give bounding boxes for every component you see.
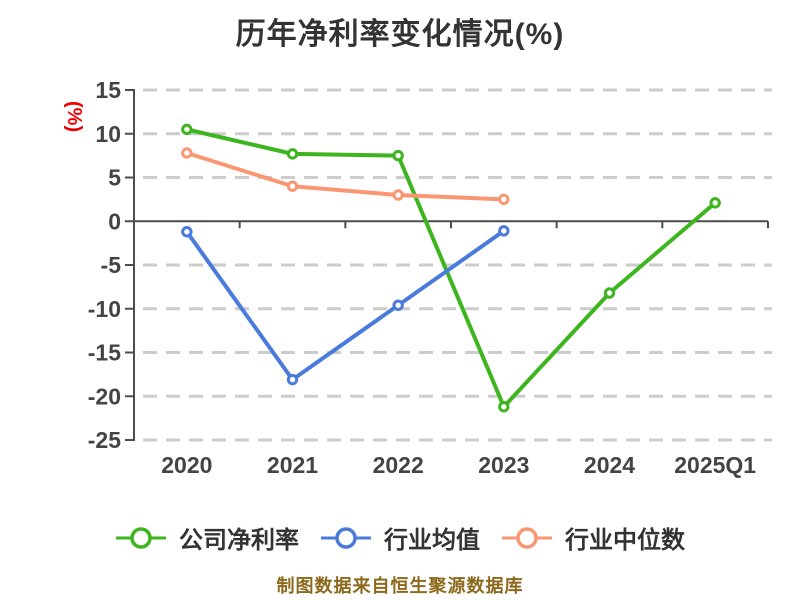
legend-label-industry-median: 行业中位数 [565, 527, 685, 554]
data-point-marker[interactable] [286, 373, 299, 386]
data-point-marker[interactable] [181, 147, 193, 159]
y-axis-unit-label: (%) [63, 101, 85, 133]
y-tick-label: 5 [108, 165, 121, 191]
x-tick-label: 2023 [478, 452, 529, 478]
data-point-marker[interactable] [181, 123, 193, 136]
data-point-marker[interactable] [498, 193, 510, 206]
y-tick-label: 15 [95, 77, 121, 103]
x-tick-label: 2022 [373, 452, 424, 478]
series-line-1[interactable] [184, 228, 506, 382]
legend-label-industry-average: 行业均值 [384, 527, 480, 554]
y-tick-label: -10 [88, 296, 121, 322]
data-point-marker[interactable] [392, 299, 404, 311]
data-point-marker[interactable] [709, 197, 721, 209]
data-point-marker[interactable] [181, 226, 193, 238]
y-tick-label: -5 [101, 252, 122, 278]
data-point-marker[interactable] [392, 149, 404, 162]
legend-label-company-net-margin: 公司净利率 [179, 527, 299, 554]
x-tick-label: 2025Q1 [674, 452, 756, 478]
legend-item-industry-median[interactable]: 行业中位数 [501, 520, 685, 555]
y-tick-label: -25 [88, 427, 121, 453]
data-point-marker[interactable] [286, 148, 299, 160]
data-point-marker[interactable] [498, 401, 510, 413]
data-point-marker[interactable] [392, 189, 404, 201]
x-tick-label: 2024 [584, 452, 635, 478]
y-tick-label: 0 [108, 208, 121, 234]
chart-title: 历年净利率变化情况(%) [235, 18, 565, 51]
y-tick-label: 10 [95, 121, 121, 147]
data-source-note: 制图数据来自恒生聚源数据库 [276, 576, 524, 596]
y-tick-label: -20 [88, 383, 121, 409]
x-tick-label: 2021 [267, 452, 318, 478]
legend: 公司净利率 行业均值 行业中位数 [0, 520, 800, 555]
line-circle-marker-icon [502, 526, 552, 549]
series-line-0[interactable] [184, 127, 718, 409]
line-circle-marker-icon [321, 526, 371, 549]
data-point-marker[interactable] [286, 180, 299, 192]
line-circle-marker-icon [116, 526, 166, 549]
y-tick-label: -15 [88, 340, 121, 366]
legend-item-company-net-margin[interactable]: 公司净利率 [115, 520, 299, 555]
data-point-marker[interactable] [603, 287, 616, 299]
x-tick-label: 2020 [161, 452, 212, 478]
series-line-2[interactable] [184, 151, 506, 202]
data-point-marker[interactable] [498, 225, 510, 237]
legend-item-industry-average[interactable]: 行业均值 [320, 520, 480, 555]
